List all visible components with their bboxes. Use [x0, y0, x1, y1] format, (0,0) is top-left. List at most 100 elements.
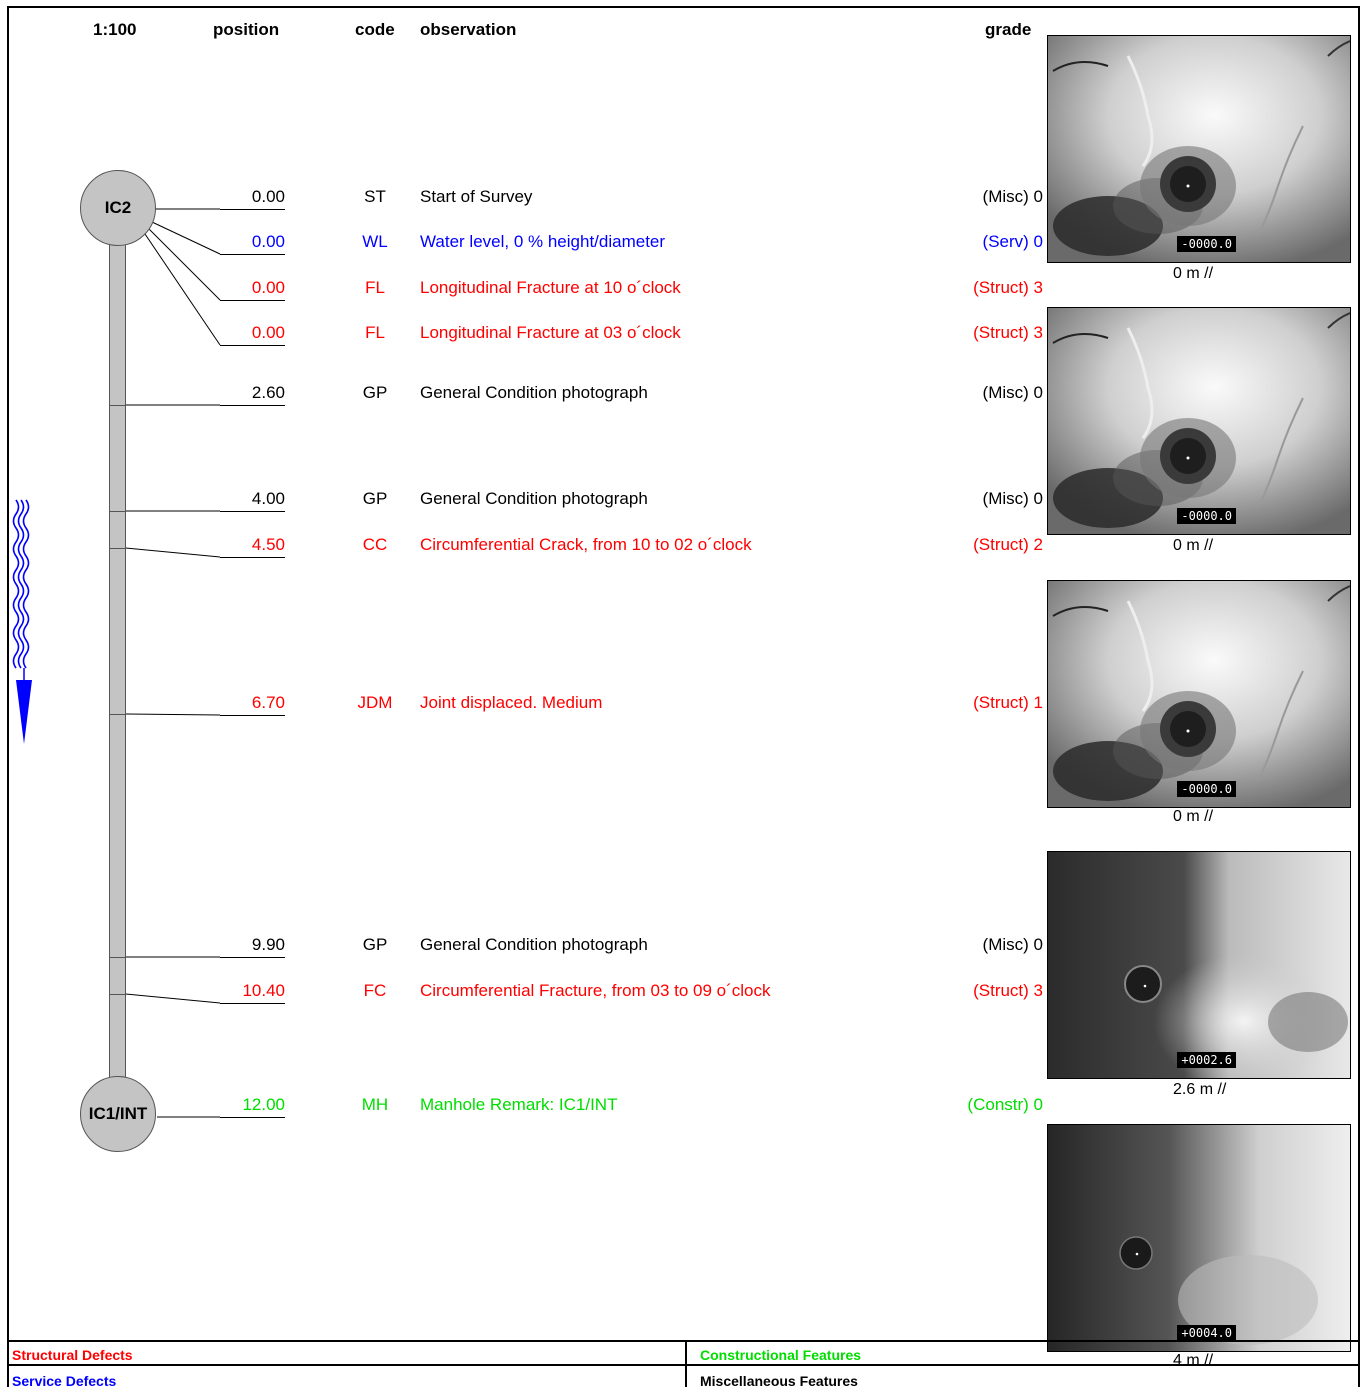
leader-line [125, 547, 221, 558]
grade-header: grade [985, 20, 1032, 39]
row-position: 0.00 [251, 232, 285, 251]
pipe-tick [109, 511, 126, 512]
row-position: 12.00 [242, 1095, 285, 1114]
inspection-photo[interactable]: -0000.0 [1047, 580, 1351, 808]
row-grade: (Struct) 3 [973, 323, 1043, 342]
row-position: 4.50 [251, 535, 285, 554]
row-code: JDM [357, 693, 393, 712]
row-grade: (Struct) 3 [973, 278, 1043, 297]
leader-line [148, 228, 221, 301]
photo-caption: 0 m // [1173, 265, 1214, 282]
pipe-tick [109, 957, 126, 958]
row-code: MH [361, 1095, 389, 1114]
cctv-frame [1048, 36, 1350, 262]
row-position: 0.00 [251, 187, 285, 206]
pipe-tick [109, 405, 126, 406]
pipe-tick [109, 548, 126, 549]
position-underline [220, 209, 285, 210]
row-code: FL [365, 278, 385, 297]
report-frame [7, 6, 1360, 1387]
row-grade: (Struct) 2 [973, 535, 1043, 554]
legend-service: Service Defects [12, 1373, 117, 1389]
row-observation: Longitudinal Fracture at 03 o´clock [420, 323, 681, 342]
row-position: 6.70 [251, 693, 285, 712]
row-code: ST [364, 187, 386, 206]
leader-line [144, 233, 221, 346]
end-manhole-node: IC1/INT [80, 1076, 156, 1152]
position-underline [220, 1117, 285, 1118]
row-grade: (Struct) 1 [973, 693, 1043, 712]
cctv-frame [1048, 1125, 1350, 1351]
row-code: GP [362, 383, 388, 402]
cctv-frame [1048, 581, 1350, 807]
photo-distance-stamp: +0002.6 [1177, 1052, 1236, 1068]
row-code: WL [362, 232, 388, 251]
position-underline [220, 1003, 285, 1004]
row-grade: (Misc) 0 [982, 489, 1043, 508]
photo-distance-stamp: -0000.0 [1177, 508, 1236, 524]
inspection-photo[interactable]: -0000.0 [1047, 35, 1351, 263]
position-underline [220, 557, 285, 558]
row-grade: (Misc) 0 [982, 383, 1043, 402]
legend-constructional: Constructional Features [700, 1347, 862, 1363]
position-underline [220, 345, 285, 346]
row-observation: General Condition photograph [420, 489, 648, 508]
row-grade: (Misc) 0 [982, 187, 1043, 206]
inspection-photo[interactable]: +0004.0 [1047, 1124, 1351, 1352]
row-observation: Longitudinal Fracture at 10 o´clock [420, 278, 681, 297]
row-observation: General Condition photograph [420, 935, 648, 954]
position-underline [220, 715, 285, 716]
row-position: 4.00 [251, 489, 285, 508]
position-underline [220, 254, 285, 255]
row-observation: Joint displaced. Medium [420, 693, 603, 712]
leader-lines [125, 208, 221, 1118]
row-observation: Circumferential Crack, from 10 to 02 o´c… [420, 535, 752, 554]
row-grade: (Constr) 0 [967, 1095, 1043, 1114]
pipe-section [109, 240, 126, 1085]
pipe-tick [109, 714, 126, 715]
row-grade: (Struct) 3 [973, 981, 1043, 1000]
photo-caption: 2.6 m // [1173, 1081, 1227, 1098]
row-observation: Circumferential Fracture, from 03 to 09 … [420, 981, 771, 1000]
row-observation: Start of Survey [420, 187, 533, 206]
row-code: CC [362, 535, 388, 554]
legend-mid-rule [7, 1364, 1360, 1366]
position-underline [220, 511, 285, 512]
leader-line [125, 993, 221, 1004]
position-underline [220, 957, 285, 958]
row-grade: (Misc) 0 [982, 935, 1043, 954]
flow-direction-icon [12, 499, 32, 744]
cctv-frame [1048, 852, 1350, 1078]
position-header: position [213, 20, 280, 39]
row-observation: General Condition photograph [420, 383, 648, 402]
row-observation: Water level, 0 % height/diameter [420, 232, 666, 251]
photo-caption: 4 m // [1173, 1352, 1214, 1369]
row-code: GP [362, 489, 388, 508]
row-grade: (Serv) 0 [982, 232, 1043, 251]
position-underline [220, 405, 285, 406]
photo-distance-stamp: -0000.0 [1177, 781, 1236, 797]
row-code: GP [362, 935, 388, 954]
row-position: 10.40 [242, 981, 285, 1000]
code-header: code [355, 20, 395, 39]
start-manhole-node: IC2 [80, 170, 156, 246]
scale-header: 1:100 [93, 20, 137, 39]
legend-divider [685, 1340, 687, 1387]
observation-header: observation [420, 20, 517, 39]
cctv-frame [1048, 308, 1350, 534]
photo-caption: 0 m // [1173, 537, 1214, 554]
photo-caption: 0 m // [1173, 808, 1214, 825]
leader-line [125, 713, 221, 716]
position-underline [220, 300, 285, 301]
row-code: FL [365, 323, 385, 342]
inspection-photo[interactable]: -0000.0 [1047, 307, 1351, 535]
photo-distance-stamp: +0004.0 [1177, 1325, 1236, 1341]
legend-structural: Structural Defects [12, 1347, 133, 1363]
row-position: 0.00 [251, 278, 285, 297]
row-position: 2.60 [251, 383, 285, 402]
pipe-tick [109, 994, 126, 995]
leader-line [151, 221, 221, 255]
inspection-photo[interactable]: +0002.6 [1047, 851, 1351, 1079]
legend-misc: Miscellaneous Features [700, 1373, 858, 1389]
